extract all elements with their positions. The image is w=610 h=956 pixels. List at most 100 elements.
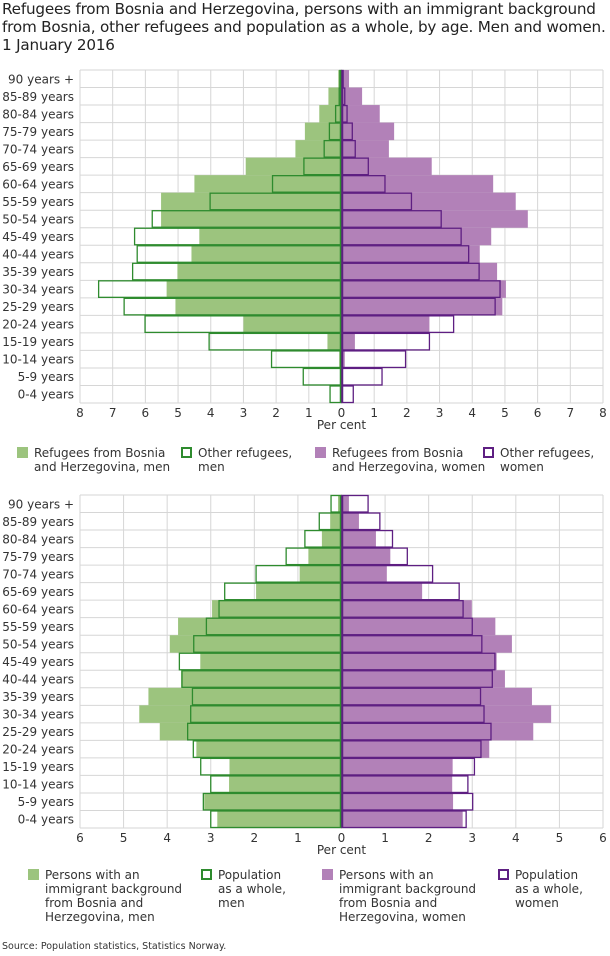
bar-women-outline: [340, 652, 496, 671]
x-tick-label: 1: [381, 831, 389, 845]
bar-women-outline: [340, 280, 501, 298]
x-tick-label: 3: [468, 831, 476, 845]
bar-men-filled: [327, 332, 342, 351]
bar-men-filled: [175, 297, 342, 316]
legend-item: Refugees from Bosnia and Herzegovina, wo…: [315, 446, 485, 474]
bar-women-outline: [340, 494, 369, 513]
legend-label: Population as a whole, men: [218, 868, 286, 910]
category-label: 70-74 years: [2, 142, 74, 156]
bar-men-outline: [270, 350, 343, 369]
bar-women-filled: [341, 140, 389, 158]
bar-women-filled: [341, 565, 387, 583]
bar-women-outline: [340, 245, 470, 263]
bar-men-filled: [191, 245, 342, 263]
bar-women-filled: [341, 547, 391, 566]
bar-men-filled: [299, 565, 342, 583]
bar-women-outline: [340, 122, 353, 141]
bar-men-filled: [181, 670, 342, 688]
category-label: 50-54 years: [2, 637, 74, 651]
bar-women-filled: [341, 122, 395, 141]
bar-women-filled: [341, 582, 423, 601]
x-tick-label: 5: [501, 406, 509, 420]
category-label: 15-19 years: [2, 335, 74, 349]
category-label: 80-84 years: [2, 107, 74, 121]
category-label: 65-69 years: [2, 160, 74, 174]
bar-women-filled: [341, 810, 463, 828]
bar-women-filled: [341, 757, 453, 776]
bar-women-outline: [340, 297, 496, 316]
x-tick-label: 5: [174, 406, 182, 420]
category-label: 55-59 years: [2, 620, 74, 634]
bar-women-outline: [340, 512, 381, 531]
x-tick-label: 6: [142, 406, 150, 420]
bar-women-outline: [340, 600, 464, 618]
x-tick-label: 4: [468, 406, 476, 420]
category-label: 40-44 years: [2, 673, 74, 687]
category-label: 55-59 years: [2, 195, 74, 209]
bar-men-filled: [161, 210, 342, 228]
bar-women-filled: [341, 280, 506, 298]
bar-men-filled: [243, 315, 342, 333]
x-tick-label: 8: [599, 406, 607, 420]
legend-swatch-purple-filled: [315, 447, 326, 458]
bar-women-outline: [340, 262, 480, 281]
category-label: 85-89 years: [2, 90, 74, 104]
bar-women-outline: [340, 547, 408, 566]
bar-women-outline: [340, 722, 492, 741]
category-label: 75-79 years: [2, 550, 74, 564]
x-tick-label: 0: [338, 831, 346, 845]
x-tick-label: 7: [109, 406, 117, 420]
x-tick-label: 5: [120, 831, 128, 845]
bar-women-filled: [341, 722, 534, 741]
category-label: 85-89 years: [2, 515, 74, 529]
bar-men-filled: [245, 157, 342, 176]
category-label: 60-64 years: [2, 177, 74, 191]
category-label: 10-14 years: [2, 353, 74, 367]
bar-women-outline: [340, 705, 485, 723]
x-tick-label: 3: [436, 406, 444, 420]
chart-title: Refugees from Bosnia and Herzegovina, pe…: [2, 0, 606, 54]
bar-women-outline: [340, 157, 369, 176]
x-tick-label: 3: [207, 831, 215, 845]
x-tick-label: 1: [294, 831, 302, 845]
bar-women-filled: [341, 512, 359, 531]
bar-women-filled: [341, 792, 454, 811]
source-note: Source: Population statistics, Statistic…: [2, 941, 227, 952]
legend-label: Refugees from Bosnia and Herzegovina, me…: [34, 446, 171, 474]
bar-women-outline: [340, 582, 460, 601]
x-tick-label: 3: [240, 406, 248, 420]
legend-item: Refugees from Bosnia and Herzegovina, me…: [17, 446, 170, 474]
bar-men-filled: [169, 635, 342, 653]
bar-women-filled: [341, 530, 376, 548]
bar-men-filled: [148, 687, 342, 706]
bar-women-filled: [341, 262, 498, 281]
bar-women-filled: [341, 687, 532, 706]
bar-women-filled: [341, 297, 503, 316]
bar-women-outline: [340, 104, 348, 123]
x-tick-label: 1: [370, 406, 378, 420]
legend-label: Refugees from Bosnia and Herzegovina, wo…: [332, 446, 486, 474]
bar-women-outline: [340, 350, 407, 369]
x-tick-label: 4: [512, 831, 520, 845]
legend-swatch-purple-filled: [322, 869, 333, 880]
pyramid-chart-refugees: 90 years + 85-89 years 80-84 years 75-79 ye…: [2, 69, 607, 432]
category-label: 80-84 years: [2, 532, 74, 546]
x-axis-label: Per cent: [317, 418, 367, 432]
bar-women-outline: [340, 529, 394, 548]
bar-men-outline: [208, 332, 343, 351]
category-label: 10-14 years: [2, 778, 74, 792]
bar-women-filled: [341, 157, 432, 176]
bar-women-filled: [341, 617, 496, 636]
category-label: 35-39 years: [2, 690, 74, 704]
bar-women-outline: [340, 564, 434, 583]
category-label: 5-9 years: [18, 795, 74, 809]
x-tick-label: 4: [207, 406, 215, 420]
x-tick-label: 2: [272, 406, 280, 420]
bar-men-filled: [199, 227, 342, 246]
bar-women-filled: [341, 245, 480, 263]
legend-label: Persons with an immigrant background fro…: [45, 868, 183, 924]
legend-swatch-green-outline: [181, 447, 192, 458]
x-tick-label: 6: [76, 831, 84, 845]
category-label: 0-4 years: [18, 813, 74, 827]
bar-men-filled: [256, 582, 342, 601]
